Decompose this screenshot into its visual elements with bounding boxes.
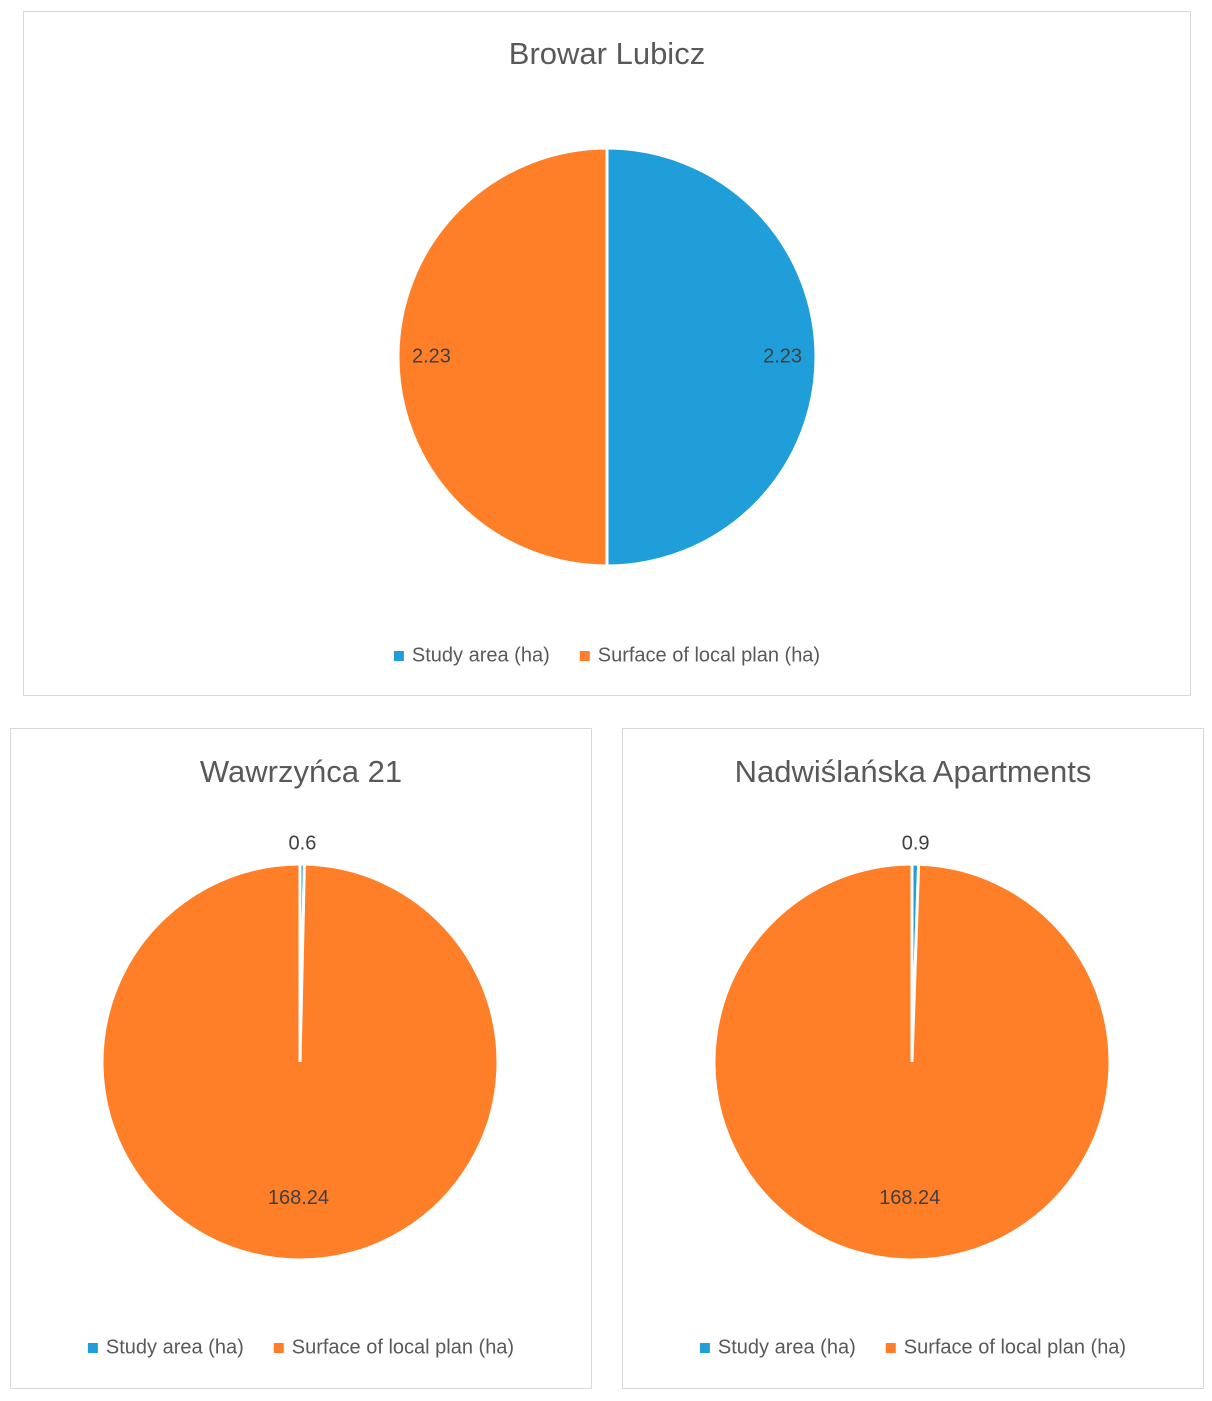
panel-border [23, 11, 1191, 696]
pie-slice [712, 862, 1112, 1262]
chart-title: Nadwiślańska Apartments [735, 754, 1092, 789]
legend-swatch [273, 1343, 284, 1353]
pie-slice [605, 146, 818, 568]
chart-panel: Browar Lubicz 2.23 2.23 Study area (ha) Surf… [23, 11, 1191, 696]
chart-title: Wawrzyńca 21 [200, 754, 402, 789]
legend-swatch [579, 651, 590, 661]
legend-label: Surface of local plan (ha) [598, 644, 820, 666]
pie-slice [100, 862, 500, 1262]
legend-swatch [699, 1343, 710, 1353]
legend-swatch [87, 1343, 98, 1353]
chart-title: Browar Lubicz [509, 36, 705, 71]
legend-label: Surface of local plan (ha) [904, 1336, 1126, 1358]
panel-border [622, 728, 1204, 1389]
data-label: 2.23 [412, 345, 451, 367]
legend-label: Surface of local plan (ha) [292, 1336, 514, 1358]
legend-label: Study area (ha) [412, 644, 550, 666]
legend-swatch [393, 651, 404, 661]
chart-panel: Nadwiślańska Apartments 0.9 168.24 Study ar… [622, 728, 1204, 1389]
data-label: 168.24 [879, 1187, 940, 1209]
panel-border [10, 728, 592, 1389]
data-label: 0.6 [289, 832, 317, 854]
legend-label: Study area (ha) [106, 1336, 244, 1358]
data-label: 2.23 [763, 345, 802, 367]
chart-panel: Wawrzyńca 21 0.6 168.24 Study area (ha) Surf… [10, 728, 592, 1389]
legend-label: Study area (ha) [718, 1336, 856, 1358]
data-label: 0.9 [902, 833, 930, 855]
pie-slice [396, 146, 609, 568]
legend-swatch [885, 1343, 896, 1353]
data-label: 168.24 [268, 1187, 329, 1209]
